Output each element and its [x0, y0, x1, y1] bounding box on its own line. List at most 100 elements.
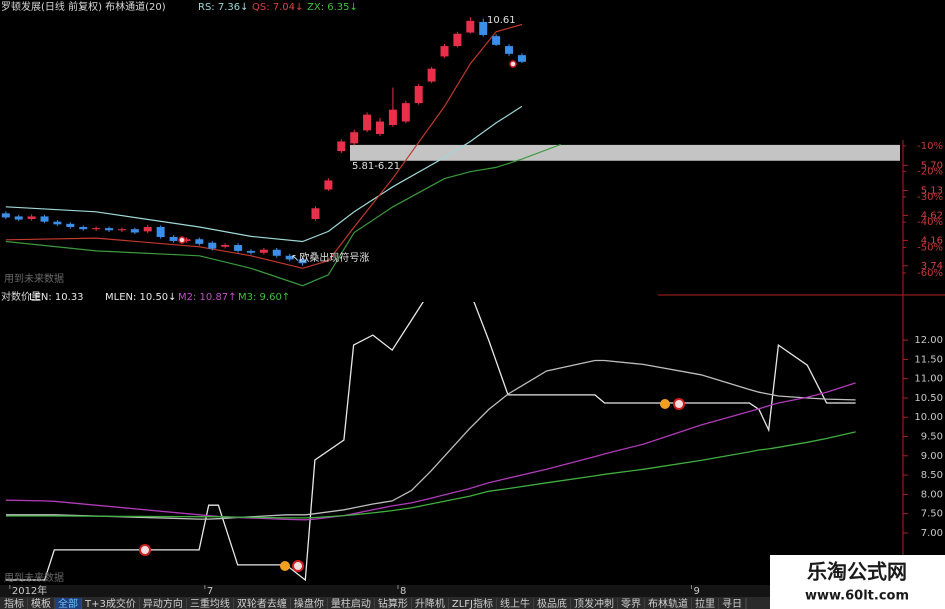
- watermark-note: 用到未来数据: [4, 272, 64, 285]
- candle-body: [40, 216, 49, 222]
- tab[interactable]: T+3成交价: [84, 597, 136, 609]
- annotation: ↖欧桑出现符号涨: [291, 251, 369, 264]
- candle-body: [130, 229, 139, 233]
- legend-entry: RS: 7.36↓: [198, 2, 249, 13]
- candle-body: [414, 86, 423, 104]
- y-tick-label: 8.00: [921, 489, 943, 500]
- legend-entry: ZX: 6.35↓: [307, 2, 358, 13]
- tab[interactable]: 指标: [4, 597, 24, 609]
- candle-body: [79, 227, 88, 230]
- legend-entry: M2: 10.87↑: [178, 292, 237, 303]
- tab[interactable]: 线上牛: [500, 597, 530, 609]
- candle-body: [234, 245, 243, 251]
- tab-bg: [570, 598, 618, 609]
- tab-bg: [691, 598, 719, 609]
- candle-body: [363, 114, 372, 131]
- candle-body: [221, 245, 230, 247]
- candle-body: [272, 249, 281, 256]
- tab[interactable]: 三重均线: [190, 597, 230, 609]
- candle-body: [182, 239, 191, 241]
- candle-body: [517, 55, 526, 62]
- tab-bg: [186, 598, 234, 609]
- candle-body: [14, 216, 23, 220]
- candle-body: [259, 249, 268, 253]
- y2-tick-label: -40%: [917, 217, 943, 228]
- band-line: [5, 23, 523, 269]
- tab[interactable]: 操盘你: [294, 597, 324, 609]
- tab[interactable]: 全部: [58, 597, 78, 609]
- x-tick-label: 9: [693, 586, 699, 597]
- y-tick-label: 8.50: [921, 470, 943, 481]
- candle-body: [505, 46, 514, 54]
- x-tick-label: 7: [207, 586, 213, 597]
- tab-bg: [617, 598, 645, 609]
- candle-body: [427, 68, 436, 82]
- y-tick-label: 7.50: [921, 509, 943, 520]
- zone-label: 5.81-6.21: [352, 161, 400, 172]
- tab-bg: [233, 598, 291, 609]
- candle-body: [376, 121, 384, 135]
- tab[interactable]: 钻算形: [378, 597, 408, 609]
- site-title: 乐淘公式网: [807, 560, 907, 584]
- y2-tick-label: -30%: [917, 192, 943, 203]
- y-tick-label: 5.13: [921, 185, 943, 196]
- candle-body: [195, 239, 204, 244]
- x-tick-label: 8: [400, 586, 406, 597]
- x-tick-label: 2012年: [12, 584, 47, 597]
- price-panel: [1, 17, 900, 287]
- y2-tick-label: -10%: [917, 141, 943, 152]
- labels: 罗顿发展(日线 前复权) 布林通道(20) RS: 7.36↓ QS: 7.04…: [1, 0, 943, 597]
- site-badge: [770, 555, 945, 609]
- tab-bg: [28, 598, 55, 609]
- panel-title: 对数价量: [1, 290, 41, 303]
- tab[interactable]: 升降机: [415, 597, 445, 609]
- y-tick-label: 11.00: [914, 374, 943, 385]
- tab[interactable]: 极品底: [537, 597, 567, 609]
- tab-bg: [290, 598, 328, 609]
- icon: [139, 544, 151, 556]
- candle-body: [388, 109, 397, 126]
- watermark-note: 用到未来数据: [4, 571, 64, 584]
- tab-bg: [327, 598, 375, 609]
- legend-entry: M3: 9.60↑: [238, 292, 290, 303]
- band-line: [5, 143, 561, 287]
- tab[interactable]: 异动方向: [143, 597, 183, 609]
- candle-body: [143, 227, 152, 232]
- tab[interactable]: 双轮者去缠: [237, 597, 287, 609]
- legend-entry: MLEN: 10.50↓: [105, 292, 177, 303]
- candle-body: [453, 33, 462, 47]
- candle-body: [311, 208, 320, 220]
- tab[interactable]: 顶发冲刺: [574, 597, 614, 609]
- tab[interactable]: 量柱启动: [331, 597, 371, 609]
- candle-body: [92, 228, 101, 230]
- indicator-panel: [5, 302, 856, 582]
- series-line: [6, 302, 856, 582]
- tab[interactable]: 模板: [31, 597, 51, 609]
- tab[interactable]: ZLFJ指标: [452, 597, 493, 609]
- candle-body: [169, 236, 178, 241]
- icon: [673, 398, 685, 410]
- candle-body: [53, 221, 62, 225]
- tab-bg: [644, 598, 692, 609]
- series-line: [6, 359, 856, 520]
- y-tick-label: 5.70: [921, 160, 943, 171]
- candle-body: [66, 223, 75, 228]
- tab[interactable]: 拉里: [695, 597, 715, 609]
- candle-body: [105, 228, 114, 231]
- site-url: www.60lt.com: [805, 589, 909, 604]
- tabs: 指标 模板 全部 T+3成交价 异动方向 三重均线 双轮者去缠 操盘你 量柱启动 钻算形 升降机 ZL…: [1, 597, 747, 609]
- chart-title: 罗顿发展(日线 前复权) 布林通道(20): [1, 0, 166, 13]
- candle-body: [350, 132, 359, 144]
- candle-body: [492, 36, 501, 45]
- y-tick-label: 4.16: [921, 235, 943, 246]
- tab-bg: [448, 598, 497, 609]
- y-tick-label: 10.50: [914, 393, 943, 404]
- tab-bg: [55, 598, 82, 609]
- legend-entry: LEN: 10.33: [29, 292, 84, 303]
- tab[interactable]: 布林轨道: [648, 597, 688, 609]
- candle-body: [285, 255, 294, 260]
- tab[interactable]: 零界: [621, 598, 641, 609]
- y-tick-label: 4.62: [921, 210, 943, 221]
- tab[interactable]: 寻日: [722, 598, 742, 609]
